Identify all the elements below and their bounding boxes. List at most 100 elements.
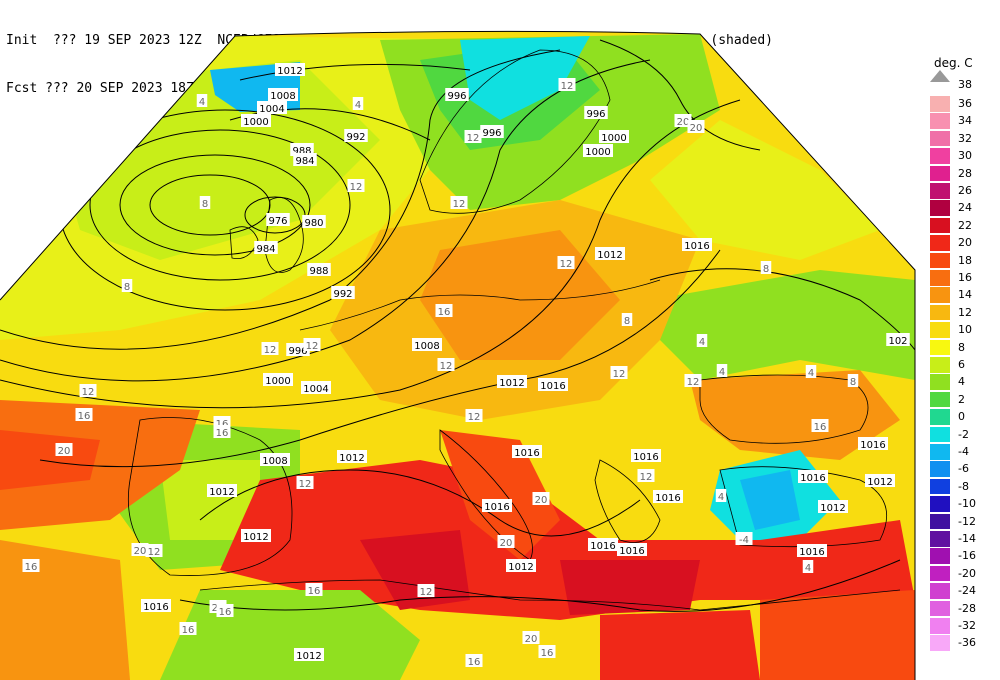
legend-label: -28 (958, 601, 976, 615)
legend-label: -20 (958, 566, 976, 580)
isobar-label-bg (266, 213, 290, 226)
isobar-a (0, 49, 561, 350)
isobar-label: 988 (307, 263, 331, 277)
temp-label-text: 16 (814, 422, 827, 433)
temp-label: 8 (847, 374, 859, 388)
isobar-label-bg (865, 474, 895, 487)
isobar-label: 1012 (818, 500, 848, 514)
legend-label: -10 (958, 497, 976, 511)
temp-label: 4 (802, 560, 814, 574)
isobar-label-bg (290, 143, 314, 156)
legend-swatch (930, 252, 950, 269)
legend-swatch (930, 583, 950, 599)
legend-entry: 6 (930, 357, 1000, 373)
isobar-label: 1012 (506, 559, 536, 573)
isobar-label-bg (260, 453, 290, 466)
isobar-label-text: 1004 (303, 384, 328, 395)
isobar-label-text: 996 (482, 128, 501, 139)
legend-swatch (930, 635, 950, 651)
temp-label: 16 (465, 654, 483, 668)
temp-label-bg (696, 334, 708, 347)
temp-label-bg (213, 425, 231, 438)
temp-label-text: 12 (560, 259, 573, 270)
legend-label: 32 (958, 131, 972, 145)
isobar-label-bg (588, 538, 618, 551)
temp-label-bg (760, 261, 772, 274)
temp-label: 12 (637, 469, 655, 483)
temp-label: 8 (621, 313, 633, 327)
legend-title: deg. C (934, 56, 973, 70)
temp-label-bg (805, 365, 817, 378)
legend-label: 16 (958, 271, 972, 284)
temp-label: 8 (121, 279, 133, 293)
isobar-label-bg (241, 114, 271, 127)
temp-label-text: 12 (264, 345, 277, 356)
isobar-label: 1000 (263, 373, 293, 387)
temp-label-text: 16 (182, 625, 195, 636)
temp-label: 12 (610, 366, 628, 380)
legend-entry: 4 (930, 374, 1000, 390)
temp-label-text: 20 (690, 123, 703, 134)
isobar-label: 1016 (653, 490, 683, 504)
legend-label: 30 (958, 149, 972, 163)
isobar-low-inner (149, 174, 271, 236)
legend-label: 12 (958, 305, 972, 319)
isobar-label-text: 1004 (259, 104, 284, 115)
isobar-label-bg (263, 373, 293, 386)
isobar-label-text: 1012 (296, 651, 321, 662)
temp-label-bg (121, 279, 133, 292)
shade-scandinavia-cold (460, 36, 590, 120)
isobar-label: 984 (254, 241, 278, 255)
isobar-label: 1012 (865, 474, 895, 488)
legend-entry: -4 (930, 444, 1000, 460)
temp-label-text: 12 (687, 377, 700, 388)
temp-label-text: 8 (850, 377, 856, 388)
legend-label: -12 (958, 514, 976, 528)
legend-swatch (930, 496, 950, 512)
isobar-label-bg (497, 375, 527, 388)
legend-entry: 8 (930, 339, 1000, 356)
temp-label-bg (131, 543, 149, 556)
temp-label-text: 16 (438, 307, 451, 318)
isobar-label: 992 (331, 286, 355, 300)
legend-swatch (930, 165, 950, 182)
temp-label-text: 16 (25, 562, 38, 573)
coast-north-africa (199, 579, 901, 611)
shade-adriatic-italy (440, 430, 560, 560)
isobar-label-bg (257, 101, 287, 114)
legend-label: -32 (958, 619, 976, 632)
legend-swatch (930, 531, 950, 547)
temp-label: 16 (179, 622, 197, 636)
temp-label-text: 12 (148, 547, 161, 558)
legend-swatch (930, 339, 950, 356)
isobar-label-bg (631, 449, 661, 462)
temp-label-bg (715, 489, 727, 502)
isobar-label-text: 1016 (800, 473, 825, 484)
isobar-label-bg (538, 378, 568, 391)
isobar-label-bg (480, 125, 504, 138)
isobar-i (239, 63, 471, 81)
temp-label: 8 (760, 261, 772, 275)
legend-swatch (930, 600, 950, 617)
isobar-label-text: 1012 (339, 453, 364, 464)
legend-label: 28 (958, 166, 972, 180)
legend-entry: -36 (930, 635, 1000, 651)
isobar-label-text: 1008 (262, 456, 287, 467)
isobar-label-text: 1008 (414, 341, 439, 352)
isobar-label-text: 1012 (243, 532, 268, 543)
isobar-label: 1016 (682, 238, 712, 252)
isobar-label-bg (241, 529, 271, 542)
isobar-label: 1012 (241, 529, 271, 543)
legend-entry: 34 (930, 113, 1000, 129)
temp-label-text: 20 (58, 446, 71, 457)
legend-label: -14 (958, 532, 976, 545)
legend-swatch (930, 96, 950, 112)
temp-label: 16 (435, 304, 453, 318)
temp-label-bg (145, 544, 163, 557)
temp-label: 12 (437, 358, 455, 372)
isobar-label: 1008 (412, 338, 442, 352)
isobar-label-text: 996 (288, 346, 307, 357)
legend-label: 36 (958, 97, 972, 110)
legend-entry: 24 (930, 200, 1000, 216)
